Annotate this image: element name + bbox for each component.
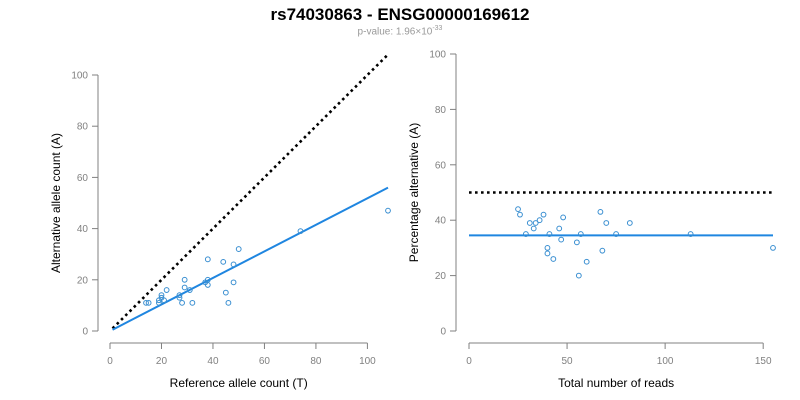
allele-count-fit-line <box>112 186 389 331</box>
percentage-data-point <box>560 214 567 221</box>
allele-count-data-point <box>220 258 227 265</box>
percentage-data-point <box>626 220 633 226</box>
percentage-data-point <box>550 256 557 262</box>
percentage-y-tick-label: 100 <box>429 50 446 61</box>
percentage-x-tick-label: 0 <box>466 356 472 367</box>
allele-count-data-point <box>163 287 170 293</box>
percentage-data-point <box>556 225 563 232</box>
percentage-data-point <box>522 231 529 237</box>
percentage-data-point <box>536 217 543 224</box>
allele-count-x-axis-label: Reference allele count (T) <box>170 376 308 390</box>
percentage-x-axis-label: Total number of reads <box>558 376 674 390</box>
allele-count-data-point <box>179 299 185 306</box>
percentage-y-tick-label: 40 <box>435 216 447 227</box>
percentage-data-point <box>577 231 584 237</box>
allele-count-data-point <box>189 299 196 306</box>
percentage-data-point <box>603 220 610 226</box>
percentage-y-tick-label: 60 <box>435 160 447 171</box>
allele-count-y-axis-label: Alternative allele count (A) <box>49 133 63 273</box>
allele-count-y-tick-label: 20 <box>77 275 89 286</box>
allele-count-x-tick-label: 20 <box>156 356 168 367</box>
allele-count-data-point <box>181 284 188 291</box>
p-value-exponent: -33 <box>432 25 443 32</box>
allele-count-x-tick-label: 0 <box>107 356 113 367</box>
percentage-data-point <box>517 211 523 218</box>
percentage-data-point <box>613 231 619 237</box>
chart-title: rs74030863 - ENSG00000169612 <box>270 5 530 24</box>
allele-count-data-point <box>385 207 391 214</box>
p-value-text: p-value: 1.96×10 <box>357 26 433 38</box>
percentage-data-point <box>544 250 551 257</box>
percentage-x-tick-label: 150 <box>755 356 772 367</box>
percentage-y-tick-label: 80 <box>435 105 447 116</box>
percentage-x-tick-label: 100 <box>657 356 674 367</box>
percentage-y-tick-label: 0 <box>440 327 446 338</box>
allele-count-x-tick-label: 80 <box>310 356 322 367</box>
allele-count-data-point <box>297 228 304 235</box>
percentage-data-point <box>770 245 776 251</box>
percentage-data-point <box>575 272 582 279</box>
allele-count-data-point <box>230 261 237 268</box>
allele-count-x-tick-label: 100 <box>359 356 376 367</box>
percentage-data-point <box>558 236 565 243</box>
percentage-data-point <box>526 220 533 226</box>
allele-count-data-point <box>176 292 183 299</box>
percentage-x-tick-label: 50 <box>562 356 574 367</box>
allele-count-y-tick-label: 0 <box>82 327 88 338</box>
percentage-data-point <box>532 220 539 226</box>
allele-count-x-tick-label: 40 <box>207 356 219 367</box>
percentage-data-point <box>540 211 547 218</box>
allele-count-y-tick-label: 40 <box>77 224 89 235</box>
chart-subtitle: p-value: 1.96×10-33 <box>0 25 800 37</box>
percentage-data-point <box>544 245 551 251</box>
allele-count-data-point <box>161 297 167 304</box>
allele-count-data-point <box>158 292 165 299</box>
allele-count-reference-line <box>111 53 389 330</box>
allele-count-data-point <box>145 299 152 306</box>
percentage-data-point <box>546 231 553 237</box>
allele-count-y-tick-label: 60 <box>77 173 89 184</box>
percentage-data-point <box>583 258 590 265</box>
percentage-y-tick-label: 20 <box>435 271 447 282</box>
allele-count-data-point <box>235 246 242 252</box>
allele-count-data-point <box>225 299 232 306</box>
allele-count-y-tick-label: 100 <box>71 71 88 82</box>
allele-count-data-point <box>204 256 211 263</box>
allele-count-data-point <box>222 289 229 296</box>
percentage-data-point <box>687 231 694 237</box>
percentage-data-point <box>530 225 537 232</box>
allele-count-data-point <box>204 282 211 288</box>
percentage-data-point <box>597 208 604 215</box>
percentage-data-point <box>515 206 521 213</box>
allele-count-data-point <box>230 279 237 286</box>
percentage-data-point <box>573 239 580 246</box>
allele-count-x-tick-label: 60 <box>259 356 271 367</box>
allele-count-data-point <box>156 299 162 306</box>
allele-count-y-tick-label: 80 <box>77 122 89 133</box>
percentage-y-axis-label: Percentage alternative (A) <box>407 123 421 262</box>
allele-count-data-point <box>181 276 188 283</box>
percentage-data-point <box>599 247 606 254</box>
allele-count-data-point <box>143 299 149 306</box>
allele-count-data-point <box>176 294 183 301</box>
allele-count-data-point <box>186 287 193 293</box>
